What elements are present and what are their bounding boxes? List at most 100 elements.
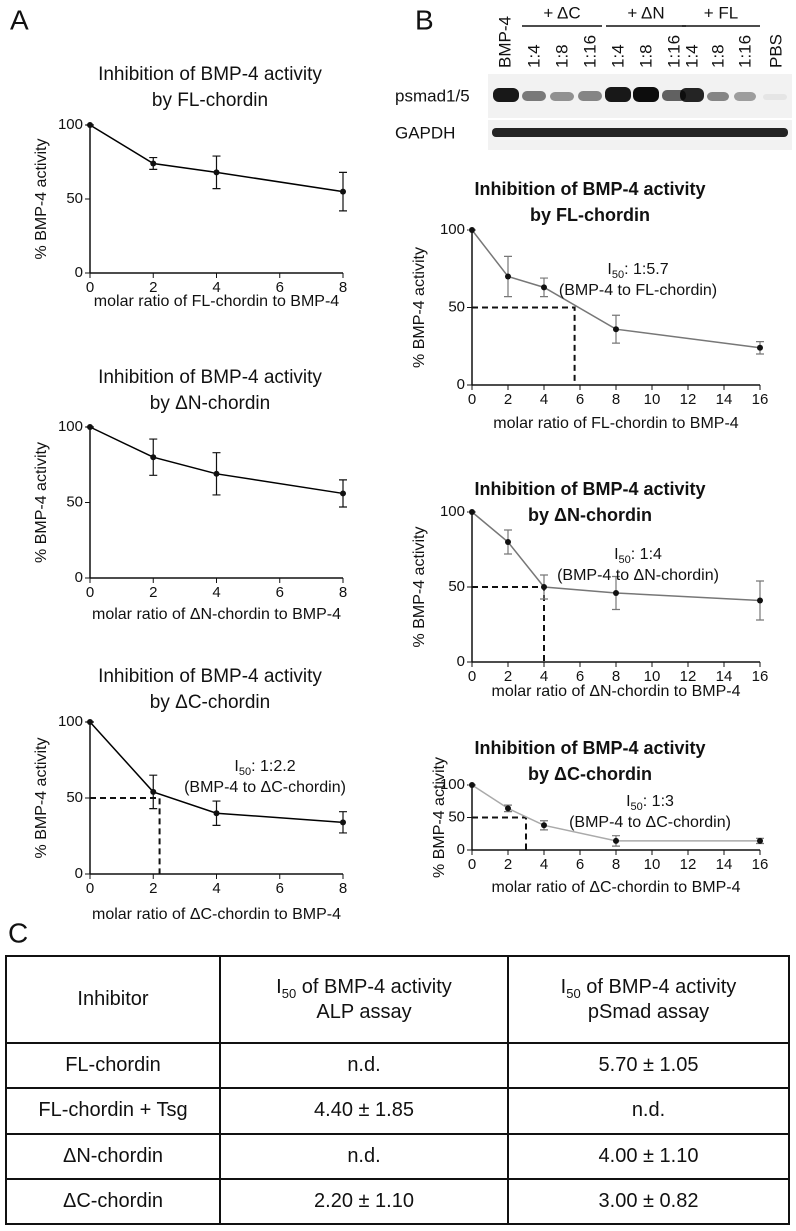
- x-tick-label: 6: [276, 279, 284, 296]
- x-tick-label: 4: [540, 856, 548, 873]
- x-tick-label: 2: [149, 584, 157, 601]
- x-tick-label: 4: [212, 880, 220, 897]
- table-row: FL-chordin n.d. 5.70 ± 1.05: [5, 1042, 790, 1090]
- series-line: [89, 124, 344, 193]
- table-cell: n.d.: [219, 1042, 509, 1090]
- data-point: [541, 584, 547, 590]
- header-text: of BMP-4 activity: [296, 975, 452, 998]
- row-label: psmad1/5: [395, 86, 470, 105]
- lane-label: 1:8: [552, 44, 571, 68]
- annotation-note: (BMP-4 to ΔN-chordin): [557, 567, 719, 584]
- header-text: of BMP-4 activity: [580, 975, 737, 998]
- group-label: + ΔN: [627, 3, 664, 22]
- annotation-note: (BMP-4 to ΔC-chordin): [184, 779, 346, 796]
- data-point: [150, 160, 157, 167]
- x-tick-label: 16: [752, 391, 769, 408]
- x-tick-label: 6: [576, 668, 584, 685]
- table-cell: n.d.: [507, 1087, 790, 1135]
- reference-line: [472, 586, 545, 662]
- table-cell: n.d.: [219, 1132, 509, 1180]
- table-cell: ΔC-chordin: [5, 1177, 221, 1226]
- y-tick-label: 100: [440, 221, 465, 238]
- x-axis-label: molar ratio of ΔC-chordin to BMP-4: [492, 879, 741, 896]
- x-axis-label: molar ratio of ΔN-chordin to BMP-4: [492, 683, 741, 700]
- x-tick-label: 6: [276, 584, 284, 601]
- header-text: pSmad assay: [587, 1000, 710, 1023]
- x-tick-label: 0: [86, 880, 94, 897]
- data-point: [469, 509, 475, 515]
- header-subscript: 50: [281, 985, 297, 1001]
- x-axis-label: molar ratio of ΔN-chordin to BMP-4: [92, 606, 341, 623]
- panel-label: A: [10, 4, 29, 35]
- annotation-subscript: 50: [619, 554, 631, 566]
- x-tick-label: 0: [86, 584, 94, 601]
- lane-label: 1:16: [735, 35, 754, 68]
- chart-title: Inhibition of BMP-4 activity: [98, 64, 322, 85]
- x-tick-label: 6: [276, 880, 284, 897]
- x-tick-label: 10: [644, 391, 661, 408]
- lane-label: 1:16: [580, 35, 599, 68]
- data-point: [469, 227, 475, 233]
- x-tick-label: 8: [339, 279, 347, 296]
- x-tick-label: 16: [752, 856, 769, 873]
- x-tick-label: 14: [716, 391, 733, 408]
- data-point: [613, 326, 619, 333]
- x-axis-label: molar ratio of FL-chordin to BMP-4: [94, 293, 340, 310]
- y-axis-label: % BMP-4 activity: [431, 757, 448, 878]
- y-tick-label: 50: [448, 578, 465, 595]
- lane-label: 1:4: [524, 44, 543, 68]
- chart-title: by FL-chordin: [530, 205, 650, 225]
- data-point: [505, 273, 511, 280]
- series-line: [89, 721, 344, 824]
- x-tick-label: 14: [716, 856, 733, 873]
- panel-label: C: [8, 917, 28, 945]
- panel-label: B: [415, 4, 434, 35]
- annotation: I50: 1:3: [626, 793, 674, 813]
- lane-label: BMP-4: [495, 16, 514, 68]
- annotation-note: (BMP-4 to ΔC-chordin): [569, 814, 731, 831]
- data-point: [150, 788, 157, 795]
- table-row: ΔN-chordin n.d. 4.00 ± 1.10: [5, 1132, 790, 1180]
- y-axis-label: % BMP-4 activity: [411, 527, 428, 648]
- data-point: [213, 810, 220, 817]
- annotation: I50: 1:2.2: [234, 758, 295, 778]
- y-tick-label: 0: [75, 264, 83, 281]
- reference-line: [472, 816, 527, 850]
- table-cell: 2.20 ± 1.10: [219, 1177, 509, 1226]
- y-tick-label: 0: [75, 865, 83, 882]
- y-tick-label: 50: [448, 298, 465, 315]
- data-point: [613, 590, 619, 596]
- x-tick-label: 2: [504, 668, 512, 685]
- annotation-text: : 1:5.7: [624, 261, 669, 278]
- header-text: ALP assay: [316, 1000, 412, 1023]
- y-tick-label: 0: [75, 569, 83, 586]
- data-point: [505, 805, 511, 812]
- header-subscript: 50: [566, 985, 581, 1001]
- data-point: [150, 454, 157, 461]
- table-cell: 4.00 ± 1.10: [507, 1132, 790, 1180]
- x-tick-label: 2: [149, 279, 157, 296]
- annotation: I50: 1:5.7: [607, 261, 668, 281]
- lane-label: 1:16: [664, 35, 683, 68]
- table-row: ΔC-chordin 2.20 ± 1.10 3.00 ± 0.82: [5, 1177, 790, 1226]
- y-tick-label: 100: [58, 418, 83, 435]
- header-cell: I50 of BMP-4 activity pSmad assay: [507, 954, 790, 1045]
- table-cell: 4.40 ± 1.85: [219, 1087, 509, 1135]
- chart-title: by ΔC-chordin: [528, 764, 652, 784]
- annotation: I50: 1:4: [614, 546, 662, 566]
- data-point: [213, 470, 220, 477]
- series-line: [471, 784, 760, 842]
- x-axis-label: molar ratio of ΔC-chordin to BMP-4: [92, 906, 341, 923]
- x-axis-label: molar ratio of FL-chordin to BMP-4: [493, 415, 739, 432]
- chart-title: by ΔN-chordin: [528, 505, 652, 525]
- x-tick-label: 0: [468, 856, 476, 873]
- chart-title: by ΔC-chordin: [150, 692, 270, 713]
- y-tick-label: 0: [457, 841, 465, 858]
- table-cell: ΔN-chordin: [5, 1132, 221, 1180]
- x-tick-label: 8: [612, 391, 620, 408]
- chart-title: Inhibition of BMP-4 activity: [474, 479, 705, 499]
- data-point: [87, 122, 93, 128]
- y-axis-label: % BMP-4 activity: [411, 247, 428, 368]
- y-axis-label: % BMP-4 activity: [33, 442, 50, 563]
